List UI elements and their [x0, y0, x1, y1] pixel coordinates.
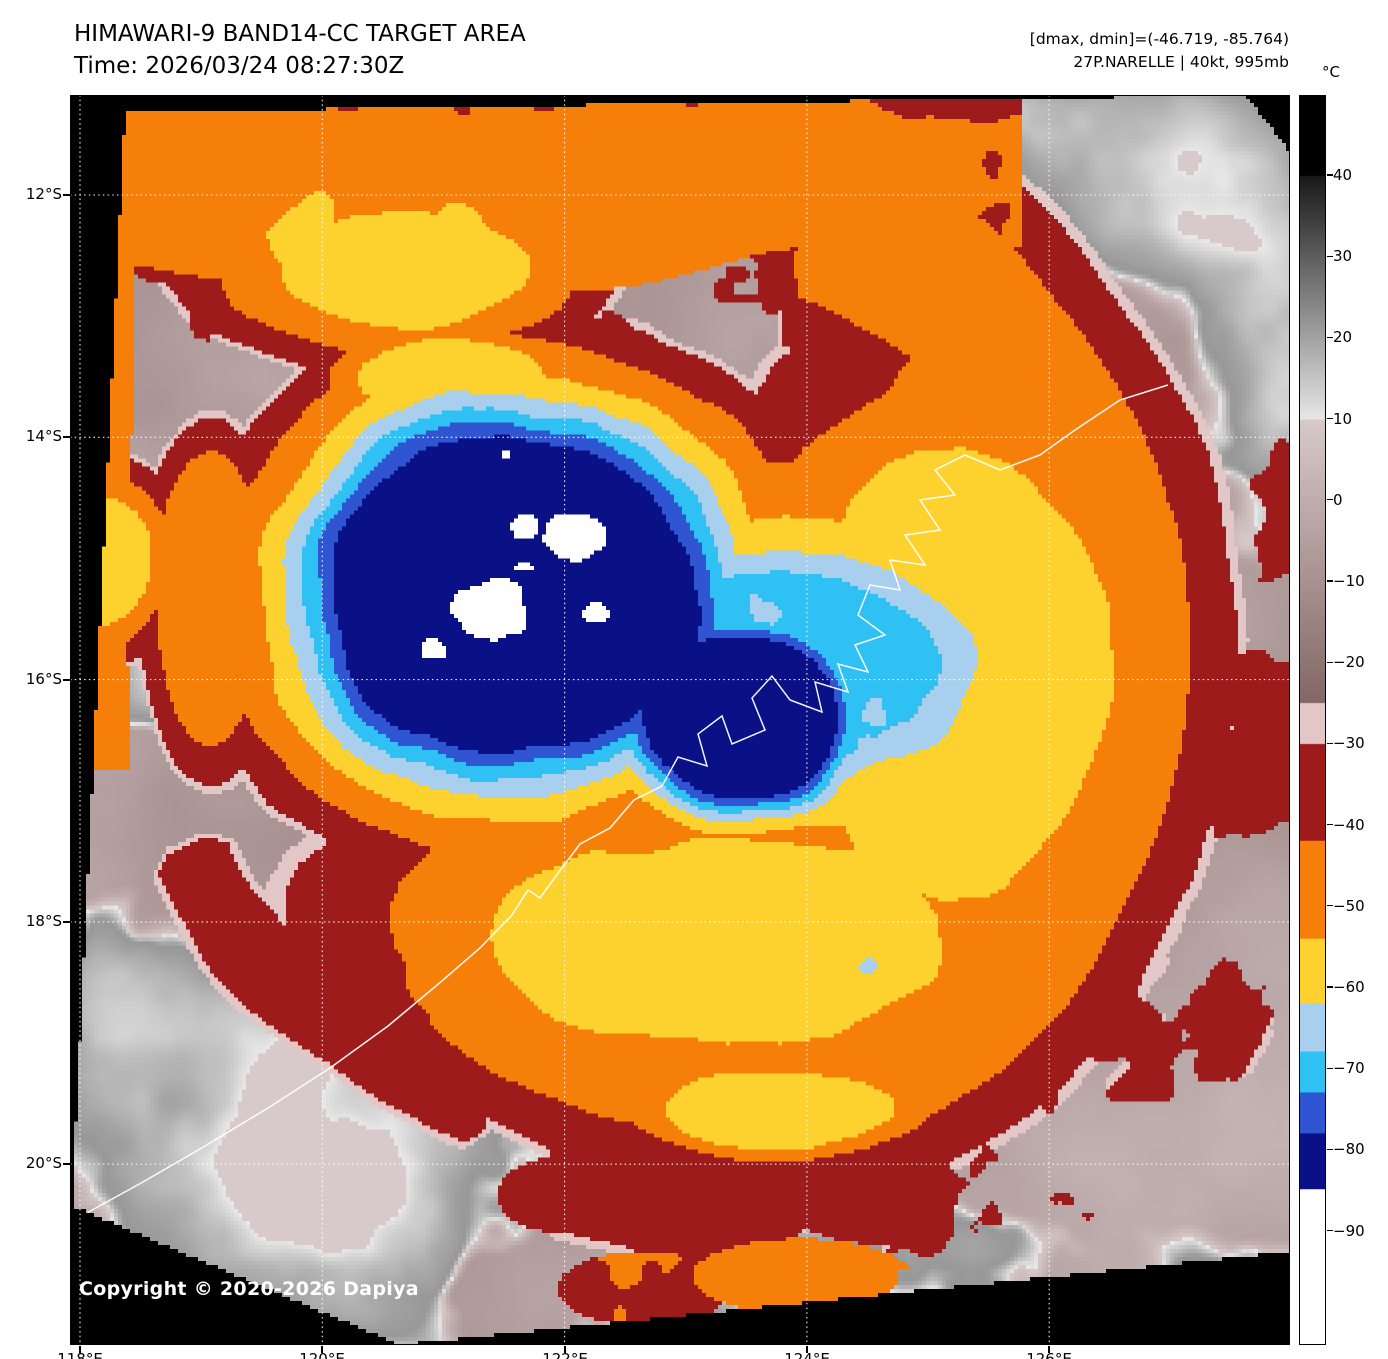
lat-tick-label: 14°S — [25, 427, 62, 445]
colorbar-tick-label: −80 — [1333, 1140, 1365, 1159]
colorbar-tick — [1327, 1229, 1333, 1232]
colorbar-tick-label: −10 — [1333, 572, 1365, 590]
lon-tick — [79, 1346, 81, 1353]
lon-tick — [321, 1346, 323, 1353]
colorbar-tick-label: 30 — [1333, 247, 1353, 266]
plot-time: Time: 2026/03/24 08:27:30Z — [74, 53, 405, 79]
lon-tick-label: 118°E — [57, 1350, 103, 1359]
map-plot: Copyright © 2020-2026 Dapiya — [70, 95, 1290, 1345]
lat-tick-label: 12°S — [25, 185, 62, 203]
colorbar-tick — [1327, 986, 1333, 988]
colorbar-tick-label: −40 — [1333, 815, 1365, 834]
annotations: [dmax, dmin]=(-46.719, -85.764) 27P.NARE… — [1030, 28, 1289, 74]
colorbar-tick — [1327, 823, 1333, 826]
colorbar-tick — [1327, 499, 1333, 501]
colorbar-tick — [1327, 1148, 1333, 1151]
lon-tick — [806, 1346, 808, 1353]
colorbar-tick — [1327, 336, 1333, 339]
lon-tick-label: 124°E — [784, 1350, 830, 1359]
lat-tick — [63, 436, 70, 438]
coastline — [72, 384, 1169, 1241]
colorbar — [1299, 95, 1326, 1345]
lat-tick — [63, 194, 70, 196]
stats-annotation: [dmax, dmin]=(-46.719, -85.764) — [1029, 30, 1289, 48]
colorbar-tick-label: −50 — [1333, 896, 1365, 915]
lon-tick-label: 120°E — [299, 1350, 345, 1359]
lon-tick — [1048, 1346, 1050, 1353]
colorbar-tick-label: −60 — [1333, 978, 1365, 996]
colorbar-tick — [1327, 905, 1333, 907]
map-overlay — [71, 96, 1289, 1344]
colorbar-tick — [1327, 1067, 1333, 1069]
lat-tick — [63, 921, 70, 923]
colorbar-unit: °C — [1322, 63, 1340, 81]
lat-tick-label: 16°S — [25, 670, 62, 688]
colorbar-tick-label: −30 — [1333, 734, 1365, 753]
lat-tick — [63, 679, 70, 681]
colorbar-tick — [1327, 417, 1333, 420]
colorbar-tick — [1327, 742, 1333, 745]
colorbar-tick-label: 0 — [1333, 490, 1343, 509]
colorbar-tick — [1327, 580, 1333, 582]
colorbar-tick-label: 10 — [1333, 409, 1353, 428]
colorbar-tick — [1327, 255, 1333, 257]
colorbar-tick-label: −90 — [1333, 1221, 1365, 1240]
lat-tick-label: 20°S — [25, 1154, 62, 1172]
lon-tick — [564, 1346, 566, 1353]
colorbar-tick — [1327, 661, 1333, 663]
colorbar-tick-label: −20 — [1333, 653, 1365, 672]
colorbar-tick-label: 40 — [1333, 166, 1353, 184]
lat-tick-label: 18°S — [25, 912, 62, 930]
lat-tick — [63, 1163, 70, 1165]
colorbar-tick-label: 20 — [1333, 328, 1353, 347]
plot-title: HIMAWARI-9 BAND14-CC TARGET AREA — [74, 21, 526, 47]
colorbar-tick-label: −70 — [1333, 1059, 1365, 1078]
storm-annotation: 27P.NARELLE | 40kt, 995mb — [1073, 53, 1289, 71]
satellite-image — [71, 96, 1289, 1344]
copyright: Copyright © 2020-2026 Dapiya — [79, 1278, 419, 1300]
lon-tick-label: 126°E — [1026, 1350, 1072, 1359]
lon-tick-label: 122°E — [542, 1350, 588, 1359]
colorbar-tick — [1327, 174, 1333, 176]
